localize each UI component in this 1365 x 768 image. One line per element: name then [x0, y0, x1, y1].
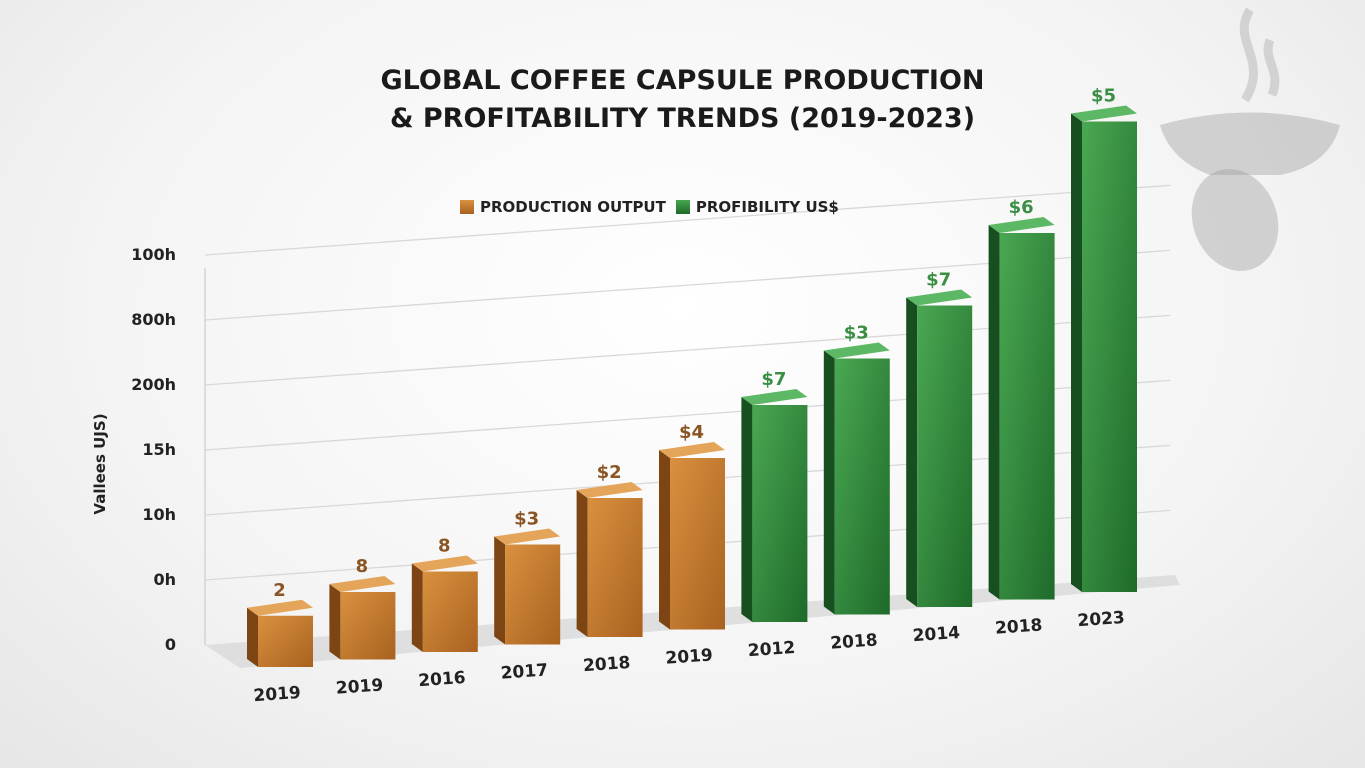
x-tick-label: 2018 — [994, 615, 1043, 638]
bar-top — [906, 289, 973, 306]
bar-value-label: $3 — [514, 509, 539, 530]
legend-item-production: PRODUCTION OUTPUT — [460, 198, 666, 216]
x-tick-label: 2018 — [582, 653, 631, 676]
x-tick-label: 2014 — [912, 623, 961, 646]
y-tick-label: 800h — [131, 310, 176, 329]
bar — [422, 571, 478, 652]
y-tick-label: 10h — [142, 505, 176, 524]
bar — [587, 498, 643, 637]
x-tick-label: 2019 — [253, 683, 302, 706]
bar-top — [411, 555, 478, 572]
bar-side — [329, 584, 341, 660]
legend-label: PROFIBILITY US$ — [695, 198, 839, 216]
bar — [258, 615, 313, 667]
bar-side — [741, 397, 753, 622]
y-tick-label: 0 — [164, 635, 176, 654]
bar-side — [906, 297, 918, 607]
bar-top — [247, 599, 313, 616]
bar — [834, 358, 890, 615]
bar-side — [823, 350, 835, 615]
title-line-1: GLOBAL COFFEE CAPSULE PRODUCTION — [380, 65, 985, 96]
y-tick-label: 15h — [142, 440, 176, 459]
bar-side — [411, 563, 423, 652]
bar-value-label: $7 — [926, 270, 951, 291]
x-tick-label: 2019 — [665, 645, 714, 668]
bar-value-label: 8 — [438, 536, 451, 557]
bar — [505, 544, 561, 645]
coffee-bean-icon — [1191, 169, 1279, 271]
bar-value-label: $5 — [1091, 86, 1116, 107]
bar-side — [247, 607, 258, 667]
bar-top — [576, 482, 643, 498]
bar-top — [988, 217, 1055, 233]
x-tick-label: 2023 — [1077, 608, 1126, 631]
bar-top — [494, 528, 561, 545]
steam-icon — [1239, 7, 1280, 103]
bar — [752, 405, 808, 622]
x-tick-label: 2016 — [418, 668, 467, 691]
legend-item-profitability: PROFIBILITY US$ — [675, 198, 839, 216]
bar-value-label: $4 — [679, 422, 704, 443]
chart-title: GLOBAL COFFEE CAPSULE PRODUCTION & PROFI… — [0, 62, 1365, 138]
bar-value-label: $6 — [1009, 197, 1034, 218]
x-tick-label: 2012 — [747, 638, 796, 661]
bar-value-label: $2 — [597, 462, 622, 483]
bar-side — [988, 225, 1000, 600]
bar-side — [659, 450, 670, 630]
y-tick-label: 100h — [131, 245, 176, 264]
x-tick-label: 2017 — [500, 660, 549, 683]
legend-swatch-profitability — [675, 200, 690, 214]
legend-label: PRODUCTION OUTPUT — [480, 198, 666, 216]
bar-value-label: 8 — [356, 556, 369, 577]
bar — [340, 592, 396, 660]
coffee-cup-icon — [1160, 112, 1340, 175]
bar-top — [1071, 105, 1137, 122]
title-line-2: & PROFITABILITY TRENDS (2019-2023) — [389, 103, 976, 134]
bar-value-label: $7 — [761, 369, 786, 390]
bar — [670, 458, 725, 630]
bar-side — [1071, 113, 1082, 592]
x-tick-label: 2019 — [335, 675, 384, 698]
legend: PRODUCTION OUTPUT PROFIBILITY US$ — [460, 198, 849, 216]
bar-side — [494, 536, 506, 645]
y-tick-label: 200h — [131, 375, 176, 394]
gridline — [204, 184, 1171, 256]
bar-top — [659, 442, 725, 458]
bar-top — [823, 342, 890, 359]
y-tick-label: 0h — [153, 570, 176, 589]
bar — [1082, 121, 1137, 592]
bar — [999, 233, 1055, 600]
x-tick-label: 2018 — [830, 630, 879, 653]
bar-top — [329, 576, 396, 592]
legend-swatch-production — [460, 200, 474, 214]
bar — [917, 305, 973, 607]
bar-value-label: 2 — [273, 580, 286, 601]
bar-top — [741, 389, 808, 405]
bar-side — [576, 490, 588, 637]
bar-value-label: $3 — [844, 323, 869, 344]
